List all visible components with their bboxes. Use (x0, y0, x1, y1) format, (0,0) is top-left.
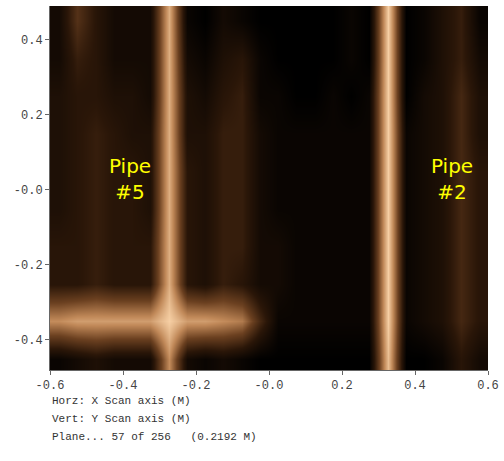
svg-text:Pipe#2: Pipe#2 (431, 154, 473, 204)
svg-text:0.4: 0.4 (21, 34, 43, 48)
svg-text:0.4: 0.4 (404, 379, 426, 393)
svg-text:Plane... 57 of 256 (0.2192 M: Plane... 57 of 256 (0.2192 M) (52, 431, 257, 443)
svg-text:Vert: Y Scan axis (M): Vert: Y Scan axis (M) (52, 413, 191, 425)
svg-text:-0.0: -0.0 (14, 184, 43, 198)
svg-text:-0.4: -0.4 (109, 379, 138, 393)
svg-text:Pipe#5: Pipe#5 (109, 154, 151, 204)
svg-text:-0.0: -0.0 (255, 379, 284, 393)
svg-text:0.2: 0.2 (331, 379, 353, 393)
svg-text:0.2: 0.2 (21, 109, 43, 123)
svg-text:Horz: X Scan axis (M): Horz: X Scan axis (M) (52, 395, 191, 407)
svg-text:-0.2: -0.2 (182, 379, 211, 393)
svg-text:-0.2: -0.2 (14, 259, 43, 273)
svg-text:-0.6: -0.6 (36, 379, 65, 393)
svg-text:0.6: 0.6 (477, 379, 499, 393)
svg-text:-0.4: -0.4 (14, 334, 43, 348)
